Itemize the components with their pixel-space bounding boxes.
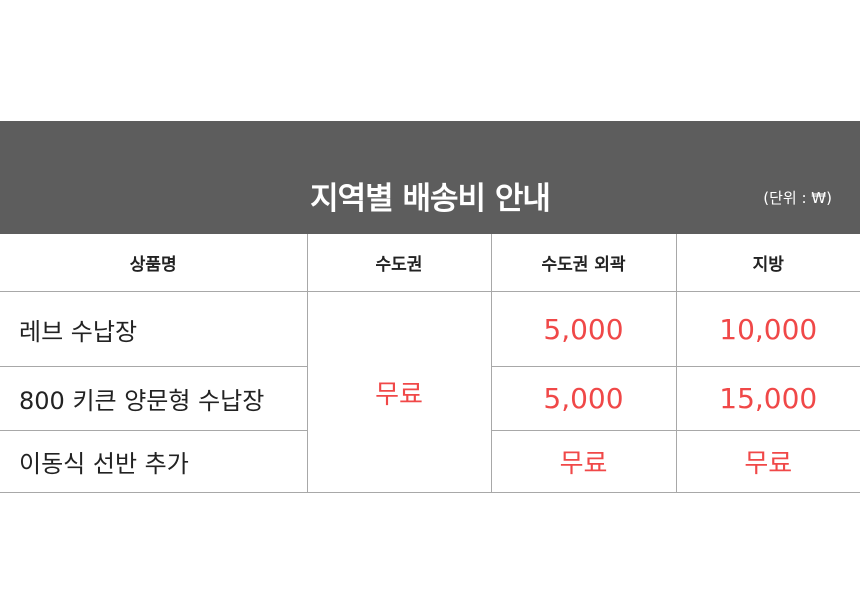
header-banner: 지역별 배송비 안내 (단위 : ₩) bbox=[0, 121, 860, 234]
table-header-row: 상품명 수도권 수도권 외곽 지방 bbox=[0, 234, 860, 292]
product-name: 이동식 선반 추가 bbox=[0, 430, 308, 493]
table-row: 800 키큰 양문형 수납장 5,000 15,000 bbox=[0, 366, 860, 431]
province-fee: 15,000 bbox=[675, 366, 860, 431]
table-row: 이동식 선반 추가 무료 무료 bbox=[0, 430, 860, 493]
outer-fee: 5,000 bbox=[490, 366, 677, 431]
table-row: 레브 수납장 무료 5,000 10,000 bbox=[0, 291, 860, 493]
province-fee: 10,000 bbox=[675, 291, 860, 367]
product-name: 800 키큰 양문형 수납장 bbox=[0, 366, 308, 431]
page-title: 지역별 배송비 안내 bbox=[310, 181, 551, 217]
column-header-province: 지방 bbox=[675, 234, 860, 292]
outer-fee: 무료 bbox=[490, 430, 677, 493]
province-fee: 무료 bbox=[675, 430, 860, 493]
shipping-fee-table: 상품명 수도권 수도권 외곽 지방 레브 수납장 무료 5,000 10,000… bbox=[0, 234, 860, 493]
product-name: 레브 수납장 bbox=[0, 291, 308, 367]
column-header-capital: 수도권 bbox=[306, 234, 492, 292]
outer-fee: 5,000 bbox=[490, 291, 677, 367]
unit-label: (단위 : ₩) bbox=[763, 189, 832, 207]
column-header-outer: 수도권 외곽 bbox=[490, 234, 677, 292]
capital-fee: 무료 bbox=[306, 291, 492, 493]
column-header-product: 상품명 bbox=[0, 234, 308, 292]
